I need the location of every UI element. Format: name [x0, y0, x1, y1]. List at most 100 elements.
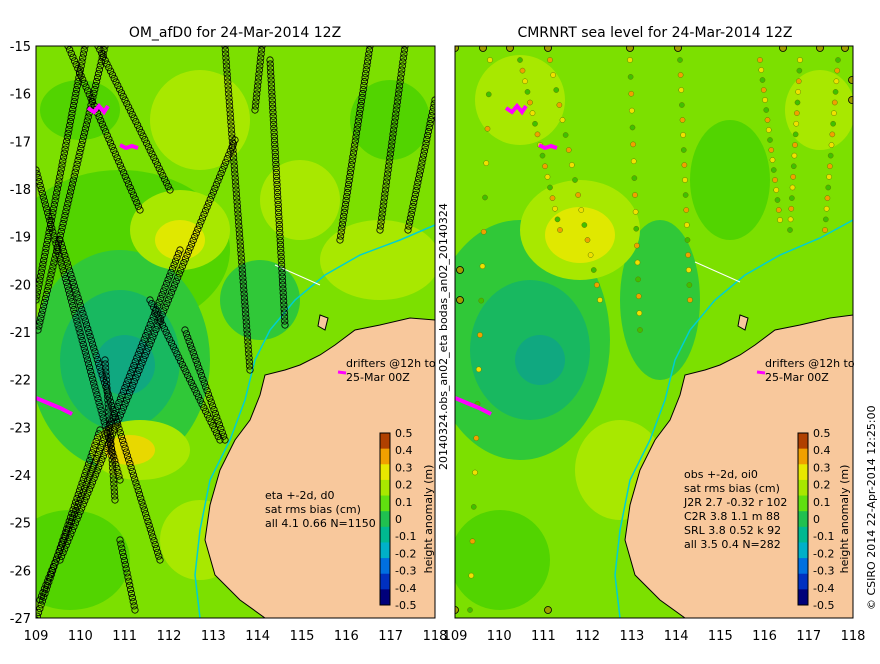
track-obs [208, 402, 217, 410]
track-obs [159, 172, 167, 180]
track-obs [129, 381, 137, 389]
track-obs [124, 392, 132, 401]
track-obs [79, 500, 87, 508]
track-obs [80, 46, 88, 54]
track-obs [36, 178, 43, 186]
track-obs [281, 317, 289, 325]
colorbar-swatch [380, 511, 390, 528]
right-island [737, 314, 749, 331]
track-obs [426, 120, 434, 128]
colorbar-swatch [798, 511, 808, 528]
track-obs [71, 168, 79, 176]
track-obs [116, 536, 124, 544]
obs-point [587, 252, 594, 258]
track-obs [36, 276, 44, 284]
colorbar-frame [797, 432, 809, 606]
lon-tick-label: 111 [112, 629, 137, 644]
obs-point [473, 435, 480, 441]
track-obs [359, 89, 367, 98]
track-obs [129, 598, 137, 606]
obs-point-edge [674, 46, 682, 52]
track-obs [167, 339, 176, 347]
track-obs [39, 260, 47, 268]
drifter-track [86, 102, 110, 116]
track-obs [91, 458, 99, 466]
lon-tick-label: 114 [664, 629, 689, 644]
obs-point [680, 132, 686, 138]
track-obs [185, 337, 193, 345]
track-obs [236, 234, 244, 242]
track-obs [238, 270, 247, 278]
track-obs [189, 382, 197, 390]
track-obs [222, 158, 230, 166]
right-contour [475, 55, 565, 145]
track-obs [77, 62, 85, 70]
obs-point [627, 57, 633, 63]
track-obs [162, 328, 170, 336]
track-obs [214, 417, 222, 425]
obs-point [532, 120, 538, 127]
track-obs [109, 464, 117, 472]
track-obs [51, 255, 59, 263]
track-obs [89, 93, 97, 101]
track-obs [125, 577, 133, 585]
track-obs [40, 197, 49, 205]
track-obs [270, 124, 278, 132]
track-obs [103, 131, 111, 140]
track-obs [132, 374, 140, 382]
track-obs [355, 113, 363, 121]
track-obs [362, 70, 370, 78]
track-obs [252, 94, 260, 102]
obs-point [770, 167, 777, 173]
track-obs [121, 96, 129, 104]
track-obs [99, 50, 107, 58]
track-obs [157, 168, 165, 176]
track-obs [354, 121, 362, 129]
track-obs [343, 188, 351, 197]
track-obs [77, 144, 85, 153]
track-obs [241, 306, 249, 314]
track-obs [66, 46, 74, 54]
track-obs [82, 321, 91, 329]
obs-point [768, 147, 775, 153]
track-obs [420, 147, 428, 155]
track-obs [215, 421, 224, 429]
track-obs [94, 46, 102, 50]
left-contour [350, 80, 430, 160]
track-obs [91, 348, 99, 356]
track-obs [379, 202, 387, 210]
track-obs [133, 483, 141, 491]
obs-point [590, 267, 597, 273]
track-obs [164, 276, 172, 284]
track-obs [127, 369, 135, 377]
track-obs [48, 566, 56, 574]
track-obs [95, 66, 104, 74]
track-obs [64, 200, 72, 208]
track-obs [113, 154, 121, 162]
track-obs [68, 298, 76, 306]
track-obs [72, 61, 80, 69]
track-obs [398, 66, 406, 74]
obs-point [760, 87, 767, 93]
left-map-panel: OM_afD0 for 24-Mar-2014 12Z [10, 25, 448, 644]
track-obs [419, 155, 427, 163]
track-obs [108, 456, 116, 464]
track-obs [378, 214, 386, 222]
obs-point [764, 117, 771, 123]
track-obs [88, 478, 97, 486]
track-obs [160, 307, 168, 315]
colorbar-tick-label: 0 [395, 513, 402, 526]
track-obs [56, 255, 64, 263]
track-obs [161, 303, 169, 311]
track-obs [107, 448, 116, 456]
track-obs [119, 404, 128, 412]
track-obs [84, 489, 92, 497]
obs-point [686, 282, 693, 288]
track-obs [276, 237, 284, 245]
track-obs [210, 406, 218, 414]
left-contour [36, 510, 130, 610]
right-stats-6: all 3.5 0.4 N=282 [684, 538, 781, 551]
track-obs [267, 72, 275, 80]
track-obs [79, 340, 87, 348]
obs-point [578, 207, 585, 213]
